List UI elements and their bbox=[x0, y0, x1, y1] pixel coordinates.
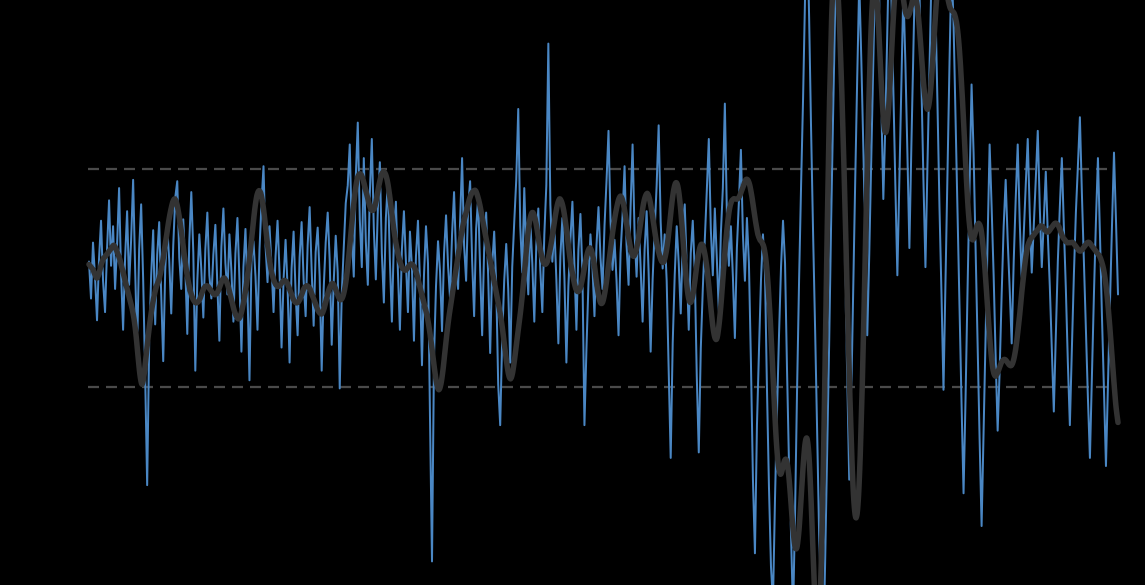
raw-series-group bbox=[88, 0, 1119, 585]
smoothed-series-line bbox=[86, 0, 1121, 585]
threshold-lines-group bbox=[88, 167, 1107, 389]
raw-series-line bbox=[88, 0, 1119, 585]
smoothed-series-group bbox=[86, 0, 1121, 585]
